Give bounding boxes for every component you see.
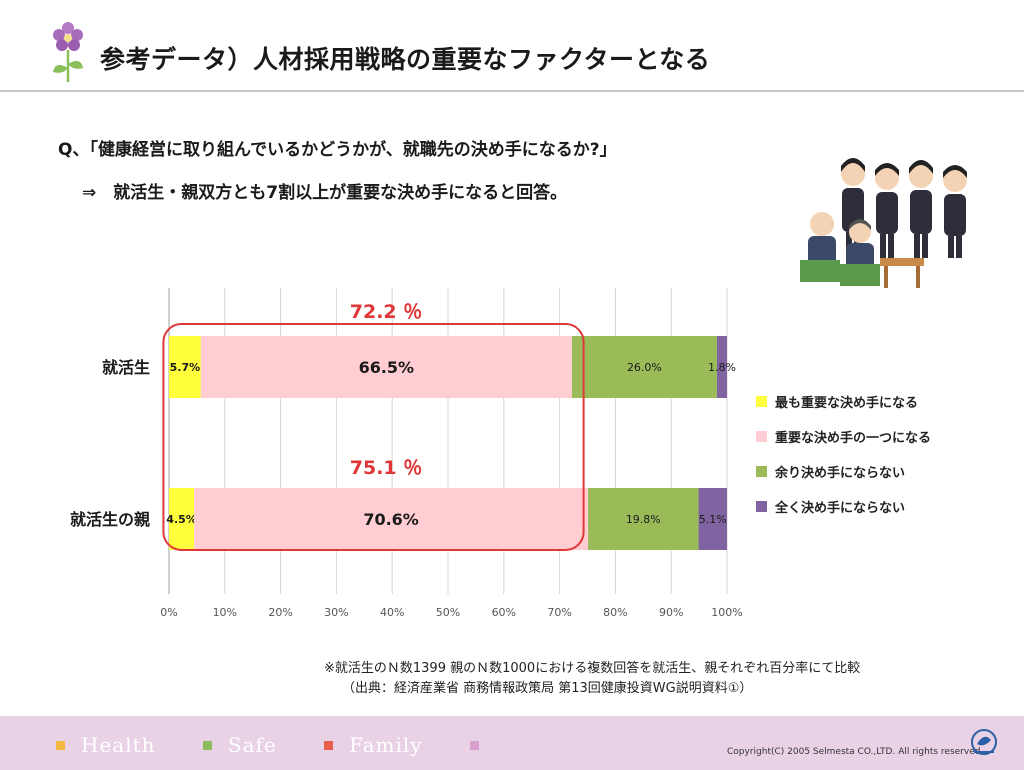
footer-tagline: Health Safe Family <box>56 733 495 757</box>
legend-label: 重要な決め手の一つになる <box>775 431 932 446</box>
highlight-box <box>162 323 585 551</box>
bar-segment <box>716 336 727 398</box>
chart-legend: 最も重要な決め手になる 重要な決め手の一つになる 余り決め手にならない 全く決め… <box>756 384 931 524</box>
x-tick-label: 30% <box>324 606 348 619</box>
note-source: （出典：経済産業省 商務情報政策局 第13回健康投資WG説明資料①） <box>342 681 753 696</box>
x-tick-label: 60% <box>492 606 516 619</box>
slide-header: 参考データ）人材採用戦略の重要なファクターとなる <box>0 0 1024 92</box>
slide-footer: Health Safe Family Copyright(C) 2005 Sel… <box>0 716 1024 770</box>
legend-swatch <box>756 501 767 512</box>
applicant-figure <box>909 160 933 258</box>
legend-item: 重要な決め手の一つになる <box>756 419 931 454</box>
bar-segment <box>200 336 572 398</box>
legend-swatch <box>756 431 767 442</box>
survey-question: Q、「健康経営に取り組んでいるかどうかが、就職先の決め手になるか?」 <box>58 140 617 160</box>
survey-answer: ⇒ 就活生・親双方とも7割以上が重要な決め手になると回答。 <box>82 183 568 203</box>
legend-label: 余り決め手にならない <box>775 466 906 481</box>
legend-item: 全く決め手にならない <box>756 489 931 524</box>
x-tick-label: 50% <box>436 606 460 619</box>
page-title: 参考データ）人材採用戦略の重要なファクターとなる <box>100 45 711 74</box>
bar-segment <box>588 488 699 550</box>
legend-item: 余り決め手にならない <box>756 454 931 489</box>
data-label: 26.0% <box>627 361 662 374</box>
data-label: 5.7% <box>170 361 201 374</box>
category-label: 就活生 <box>102 358 150 377</box>
x-tick-label: 80% <box>603 606 627 619</box>
data-label: 70.6% <box>363 510 419 529</box>
interviewer-figure <box>800 212 840 282</box>
bar-segment <box>571 336 717 398</box>
data-label: 5.1% <box>699 513 727 526</box>
applicant-figure <box>943 165 967 258</box>
x-tick-label: 100% <box>711 606 742 619</box>
data-label: 19.8% <box>626 513 661 526</box>
tagline-word: Family <box>349 733 423 757</box>
x-tick-label: 90% <box>659 606 683 619</box>
job-interview-illustration <box>800 158 967 288</box>
bar-segment <box>698 488 727 550</box>
tagline-square <box>469 740 479 750</box>
tagline-square <box>202 740 212 750</box>
company-logo-icon <box>971 729 997 755</box>
tagline-square <box>324 740 334 750</box>
x-tick-label: 70% <box>547 606 571 619</box>
bar-segment <box>194 488 589 550</box>
data-label: 1.8% <box>708 361 736 374</box>
survey-note: ※就活生のＮ数1399 親のＮ数1000における複数回答を就活生、親それぞれ百分… <box>324 659 860 699</box>
legend-label: 最も重要な決め手になる <box>775 396 919 411</box>
callout-label: 72.2 ％ <box>350 301 423 323</box>
interview-desk <box>880 258 924 266</box>
applicant-figure <box>875 163 899 258</box>
tagline-square <box>56 740 65 750</box>
callout-label: 75.1 ％ <box>350 457 423 479</box>
data-label: 4.5% <box>166 513 197 526</box>
x-tick-label: 40% <box>380 606 404 619</box>
bar-segment <box>169 336 201 398</box>
note-sample-size: ※就活生のＮ数1399 親のＮ数1000における複数回答を就活生、親それぞれ百分… <box>324 661 861 676</box>
interviewer-figure <box>840 219 880 286</box>
tagline-word: Health <box>81 733 156 757</box>
bar-segment <box>169 488 195 550</box>
data-label: 66.5% <box>359 358 415 377</box>
x-tick-label: 0% <box>160 606 177 619</box>
legend-item: 最も重要な決め手になる <box>756 384 931 419</box>
flower-logo-icon <box>53 22 83 82</box>
legend-swatch <box>756 466 767 477</box>
category-label: 就活生の親 <box>70 510 150 529</box>
tagline-word: Safe <box>227 733 277 757</box>
legend-swatch <box>756 396 767 407</box>
legend-label: 全く決め手にならない <box>775 501 906 516</box>
x-tick-label: 20% <box>268 606 292 619</box>
copyright-text: Copyright(C) 2005 Selmesta CO.,LTD. All … <box>727 747 984 757</box>
x-tick-label: 10% <box>213 606 237 619</box>
header-divider <box>0 90 1024 92</box>
